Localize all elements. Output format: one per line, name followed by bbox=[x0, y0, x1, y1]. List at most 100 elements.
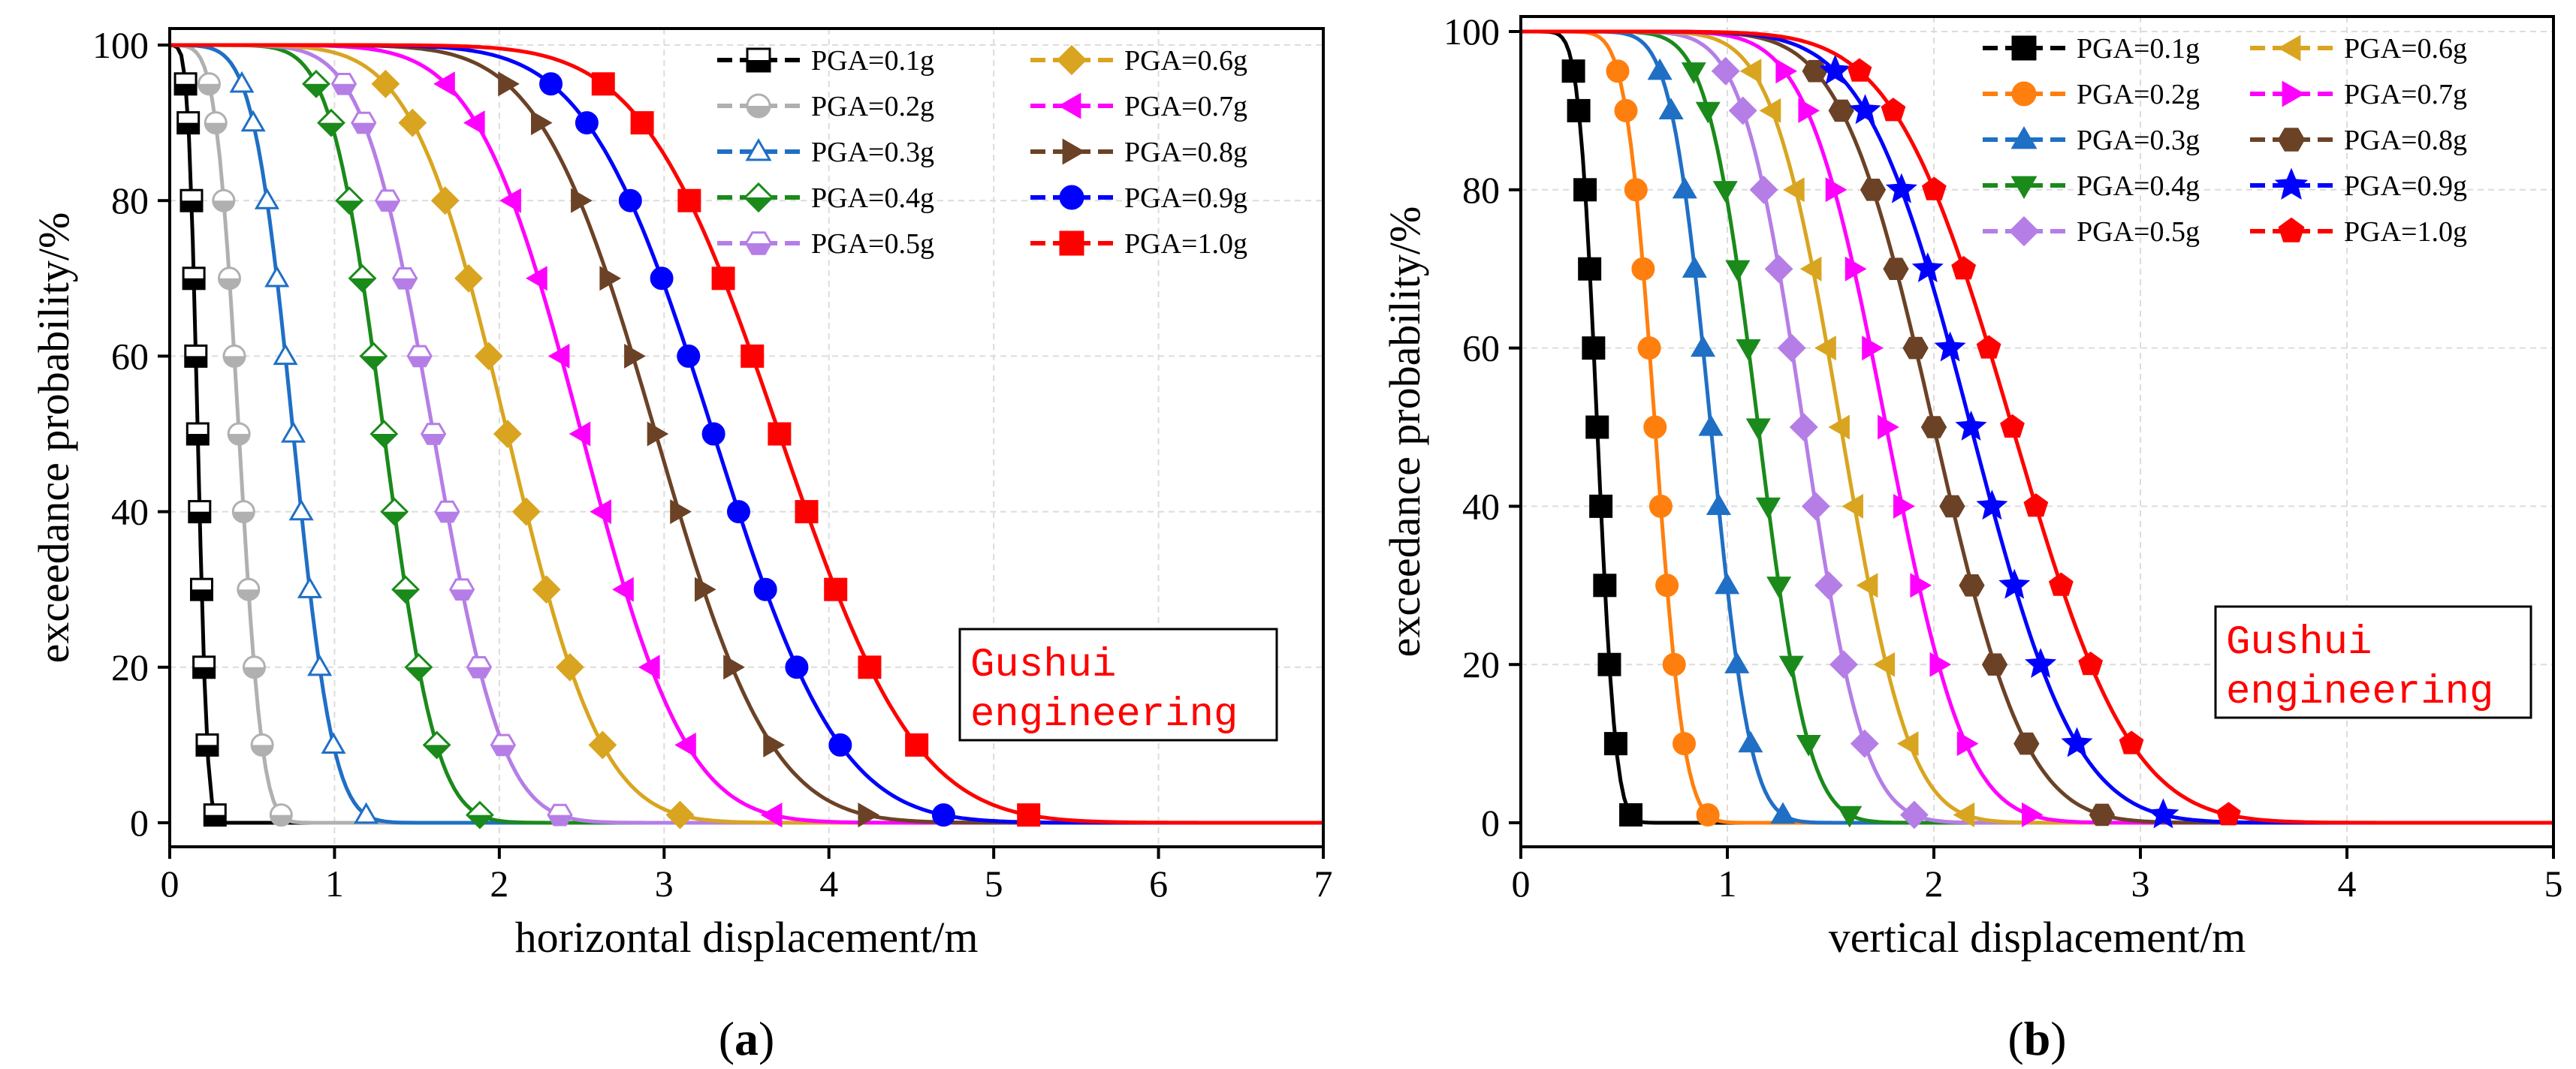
data-point bbox=[1681, 62, 1706, 84]
data-point bbox=[1829, 650, 1858, 679]
data-point bbox=[650, 266, 674, 291]
data-point bbox=[1959, 574, 1985, 597]
data-point bbox=[1624, 178, 1648, 202]
panel-label: (a) bbox=[719, 1012, 775, 1065]
data-point bbox=[288, 498, 314, 521]
data-point bbox=[212, 188, 236, 212]
data-point bbox=[2216, 802, 2241, 826]
data-point bbox=[1921, 176, 1947, 200]
data-point bbox=[763, 732, 786, 757]
data-point bbox=[2023, 493, 2049, 517]
series-PGA=0.6g bbox=[170, 43, 1323, 830]
data-point bbox=[1934, 331, 1966, 362]
y-tick-label: 40 bbox=[1462, 485, 1500, 527]
x-axis-title: vertical displacement/m bbox=[1829, 913, 2246, 962]
legend-label: PGA=0.9g bbox=[2344, 170, 2467, 202]
data-point bbox=[1998, 568, 2031, 599]
data-point bbox=[647, 421, 669, 447]
data-point bbox=[674, 732, 696, 757]
data-point bbox=[1561, 59, 1585, 83]
data-point bbox=[1597, 652, 1621, 676]
data-point bbox=[532, 575, 561, 604]
x-tick-label: 5 bbox=[2544, 863, 2563, 905]
legend-marker bbox=[2011, 81, 2037, 107]
data-point bbox=[2147, 798, 2179, 829]
data-point bbox=[931, 803, 955, 827]
x-tick-label: 3 bbox=[2131, 863, 2150, 905]
legend-label: PGA=0.2g bbox=[2077, 79, 2200, 110]
legend-marker bbox=[2277, 35, 2301, 62]
legend: PGA=0.1g PGA=0.2g PGA=0.3g PGA=0.4g PGA=0.5g… bbox=[1983, 33, 2467, 248]
x-tick-label: 3 bbox=[655, 863, 674, 905]
data-point bbox=[1953, 802, 1975, 827]
data-point bbox=[1856, 573, 1878, 598]
data-point bbox=[525, 266, 547, 291]
data-point bbox=[1589, 494, 1613, 518]
legend-marker bbox=[1059, 230, 1084, 256]
data-point bbox=[454, 263, 483, 293]
data-point bbox=[273, 343, 298, 366]
x-tick-label: 1 bbox=[1718, 863, 1737, 905]
data-point bbox=[569, 421, 591, 447]
legend-label: PGA=0.9g bbox=[1124, 182, 1247, 214]
legend-item-PGA=0.5g: PGA=0.5g bbox=[717, 228, 934, 260]
data-point bbox=[677, 188, 701, 212]
data-point bbox=[374, 189, 401, 212]
legend-item-PGA=0.1g: PGA=0.1g bbox=[1983, 33, 2200, 65]
data-point bbox=[1883, 257, 1909, 280]
legend-label: PGA=0.8g bbox=[1124, 137, 1247, 168]
data-point bbox=[430, 186, 460, 215]
data-point bbox=[588, 730, 617, 760]
data-point bbox=[229, 71, 255, 93]
data-point bbox=[858, 803, 880, 828]
data-point bbox=[1976, 335, 2001, 359]
legend-label: PGA=0.4g bbox=[811, 182, 934, 214]
data-point bbox=[828, 733, 852, 757]
data-point bbox=[307, 654, 333, 676]
data-point bbox=[420, 423, 447, 445]
data-point bbox=[1647, 58, 1673, 80]
data-point bbox=[723, 655, 745, 680]
data-point bbox=[380, 497, 409, 526]
data-point bbox=[1783, 177, 1805, 203]
data-point bbox=[1819, 54, 1851, 85]
data-point bbox=[555, 652, 584, 682]
legend-marker bbox=[2278, 217, 2305, 242]
data-point bbox=[753, 577, 777, 601]
data-point bbox=[1759, 98, 1781, 123]
annotation-text: Gushui bbox=[970, 643, 1116, 688]
data-point bbox=[176, 111, 201, 135]
data-point bbox=[1764, 254, 1793, 284]
plot-frame bbox=[1519, 15, 2555, 848]
data-point bbox=[1893, 493, 1915, 519]
data-point bbox=[1849, 94, 1881, 125]
data-point bbox=[2025, 648, 2057, 679]
y-tick-label: 100 bbox=[92, 24, 149, 66]
data-point bbox=[351, 111, 377, 134]
data-point bbox=[630, 111, 654, 135]
data-point bbox=[1951, 255, 1977, 280]
data-point bbox=[1939, 495, 1965, 518]
data-point bbox=[1881, 98, 1906, 122]
data-point bbox=[1648, 494, 1673, 518]
data-point bbox=[391, 267, 418, 290]
legend-label: PGA=0.6g bbox=[2344, 33, 2467, 65]
series-group bbox=[169, 43, 1323, 830]
data-point bbox=[1814, 336, 1836, 361]
data-point bbox=[1715, 572, 1740, 595]
data-point bbox=[391, 575, 420, 604]
x-tick-label: 7 bbox=[1314, 863, 1333, 905]
legend-label: PGA=0.3g bbox=[811, 137, 934, 168]
data-point bbox=[493, 420, 522, 448]
legend-marker bbox=[746, 47, 771, 73]
data-point bbox=[335, 186, 364, 215]
data-point bbox=[1712, 181, 1738, 203]
data-point bbox=[575, 111, 599, 135]
x-tick-label: 5 bbox=[985, 863, 1003, 905]
data-point bbox=[1567, 98, 1591, 122]
data-point bbox=[1789, 413, 1818, 441]
y-tick-label: 20 bbox=[1462, 643, 1500, 685]
data-point bbox=[348, 263, 377, 293]
legend-marker bbox=[1056, 44, 1087, 76]
